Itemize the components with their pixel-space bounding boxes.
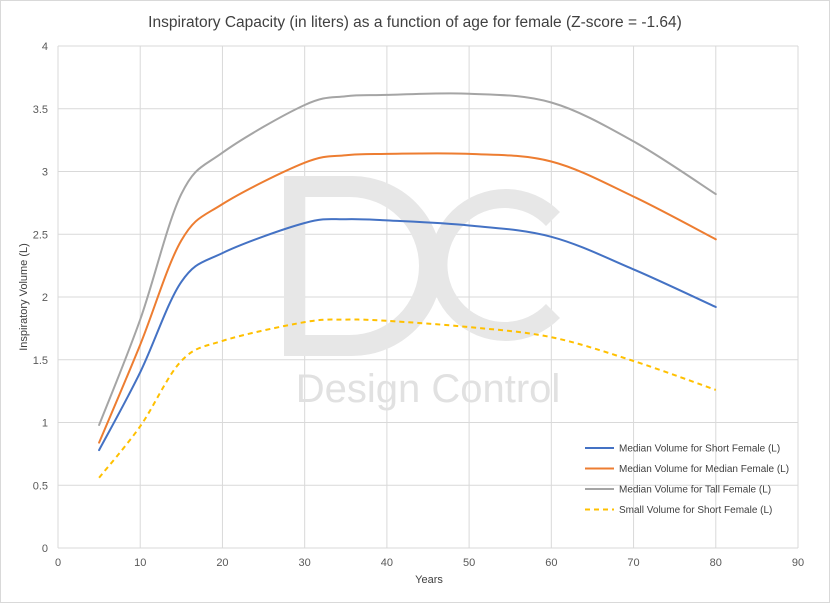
y-tick-label: 0.5 <box>33 480 48 492</box>
x-tick-label: 50 <box>463 557 475 569</box>
y-tick-label: 4 <box>42 41 48 53</box>
x-tick-label: 80 <box>710 557 722 569</box>
x-axis-label: Years <box>415 574 443 586</box>
watermark-text: Design Control <box>296 367 561 411</box>
y-axis-label: Inspiratory Volume (L) <box>18 243 30 351</box>
legend-label: Median Volume for Short Female (L) <box>619 444 780 455</box>
axes: 0 10 20 30 40 50 60 70 80 90 0 0.5 1 1.5 2 2.5 3 3.5 4 <box>33 41 804 569</box>
legend-label: Small Volume for Short Female (L) <box>619 505 772 516</box>
watermark-logo-c <box>429 189 560 341</box>
series-line-1 <box>98 218 717 452</box>
y-tick-label: 3 <box>42 167 48 179</box>
x-tick-label: 10 <box>134 557 146 569</box>
legend-label: Median Volume for Tall Female (L) <box>619 485 771 496</box>
x-tick-label: 70 <box>627 557 639 569</box>
x-tick-label: 30 <box>299 557 311 569</box>
y-tick-label: 2.5 <box>33 229 48 241</box>
x-tick-label: 60 <box>545 557 557 569</box>
legend: Median Volume for Short Female (L) Median… <box>585 444 789 516</box>
x-tick-label: 20 <box>216 557 228 569</box>
y-tick-label: 1.5 <box>33 355 48 367</box>
x-tick-label: 90 <box>792 557 804 569</box>
chart-title: Inspiratory Capacity (in liters) as a fu… <box>148 14 682 31</box>
series-line-4 <box>98 318 717 479</box>
x-tick-label: 0 <box>55 557 61 569</box>
legend-label: Median Volume for Median Female (L) <box>619 464 789 475</box>
series-line-2 <box>98 152 717 444</box>
gridlines <box>57 45 799 549</box>
series-lines <box>98 92 717 479</box>
x-tick-label: 40 <box>381 557 393 569</box>
y-tick-label: 2 <box>42 292 48 304</box>
y-tick-label: 0 <box>42 543 48 555</box>
y-tick-label: 1 <box>42 418 48 430</box>
y-tick-label: 3.5 <box>33 104 48 116</box>
series-line-3 <box>98 92 717 426</box>
